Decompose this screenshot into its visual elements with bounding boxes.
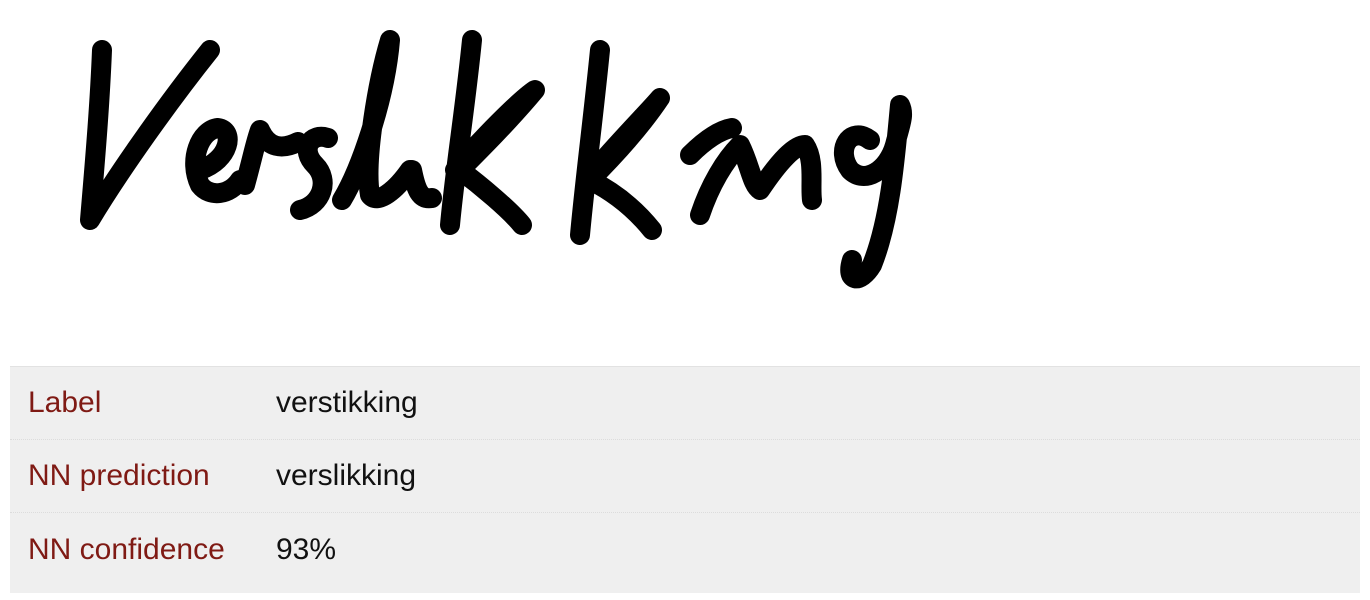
row-key: NN prediction bbox=[28, 459, 210, 492]
row-key: Label bbox=[28, 386, 102, 419]
row-value: verstikking bbox=[276, 386, 418, 419]
row-value: verslikking bbox=[276, 459, 417, 492]
handwriting-image bbox=[60, 20, 1200, 290]
row-value: 93% bbox=[276, 532, 337, 566]
prediction-table: Label verstikking NN prediction verslikk… bbox=[10, 366, 1360, 593]
handwritten-word-drawing bbox=[80, 30, 913, 289]
table-row-nn-prediction: NN prediction verslikking bbox=[10, 440, 1360, 513]
table-row-nn-confidence: NN confidence 93% bbox=[10, 513, 1360, 586]
table-row-label: Label verstikking bbox=[10, 367, 1360, 440]
row-key: NN confidence bbox=[28, 532, 225, 566]
